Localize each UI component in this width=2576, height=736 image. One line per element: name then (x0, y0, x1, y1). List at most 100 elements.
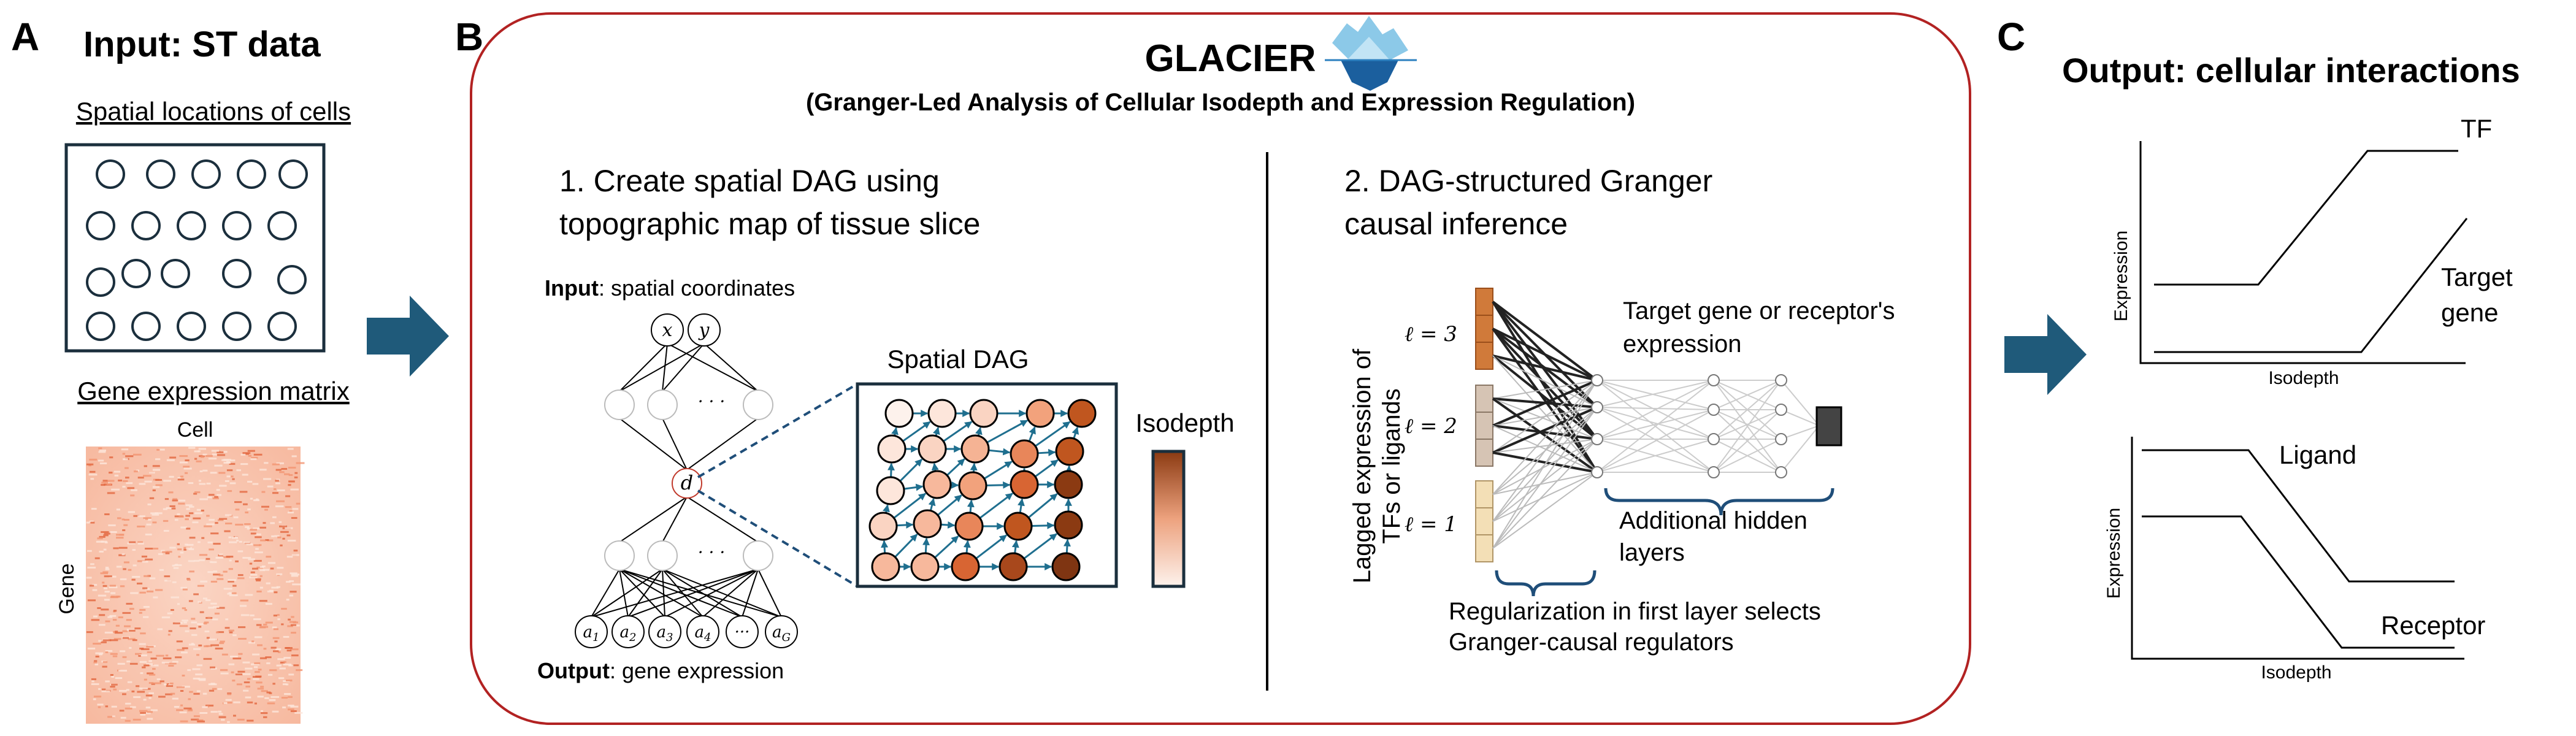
heatmap-cell (163, 480, 171, 482)
target-label-line1: Target gene or receptor's (1623, 297, 1895, 324)
heatmap-cell (225, 523, 232, 524)
heatmap-cell (131, 690, 135, 692)
heatmap-cell (206, 515, 210, 517)
heatmap-cell (255, 548, 259, 550)
heatmap-cell (88, 473, 98, 476)
heatmap-cell (251, 456, 258, 459)
heatmap-cell (285, 506, 292, 508)
lagged-input-cell (1475, 480, 1493, 508)
heatmap-cell (293, 621, 299, 624)
dag-edge (983, 461, 1013, 480)
cell-dot (191, 159, 221, 189)
heatmap-cell (101, 641, 107, 643)
heatmap-cell (152, 486, 160, 488)
heatmap-cell (288, 696, 293, 698)
first-layer-edge (1492, 406, 1598, 454)
heatmap-cell (250, 529, 258, 531)
heatmap-cell (239, 540, 242, 543)
heatmap-cell (112, 631, 116, 633)
heatmap-cell (255, 671, 260, 673)
heatmap-cell (113, 610, 117, 612)
heatmap-cell (116, 596, 121, 598)
output-gene-node (575, 615, 608, 648)
heatmap-cell (182, 588, 188, 591)
heatmap-cell (193, 648, 201, 650)
heatmap-cell (189, 505, 194, 508)
heatmap-cell (102, 688, 106, 691)
heatmap-cell (220, 640, 225, 643)
input-caption-bold: Input (545, 275, 599, 301)
heatmap-cell (283, 657, 291, 659)
heatmap-cell (229, 541, 237, 543)
heatmap-cell (132, 564, 137, 567)
heatmap-cell (242, 453, 249, 455)
hidden-edge (1713, 380, 1782, 440)
heatmap-cell (176, 640, 183, 643)
heatmap-cell (127, 681, 132, 683)
heatmap-cell (132, 549, 136, 551)
dag-node (1054, 510, 1083, 540)
heatmap-cell (259, 657, 267, 659)
heatmap-cell (277, 618, 280, 621)
heatmap-cell (252, 567, 258, 570)
heatmap-cell (88, 464, 91, 467)
heatmap-cell (286, 680, 293, 681)
heatmap-cell (274, 535, 280, 537)
dag-node (1003, 512, 1033, 541)
heatmap-cell (183, 548, 186, 551)
heatmap-cell (250, 571, 255, 573)
heatmap-cell (139, 591, 146, 594)
heatmap-cell (144, 465, 147, 467)
heatmap-cell (147, 518, 151, 521)
heatmap-cell (245, 512, 248, 513)
heatmap-cell (102, 581, 105, 584)
heatmap-cell (97, 607, 101, 609)
heatmap-cell (179, 461, 188, 464)
heatmap-cell (86, 577, 92, 579)
heatmap-cell (87, 566, 96, 569)
heatmap-cell (156, 654, 164, 657)
heatmap-cell (168, 665, 174, 667)
heatmap-cell (257, 644, 263, 646)
dag-edge (931, 462, 939, 472)
isodepth-legend-label: Isodepth (1135, 408, 1234, 437)
heatmap-cell (107, 616, 113, 618)
heatmap-cell (166, 507, 173, 509)
ligand-receptor-plot: Expression Isodepth Ligand Receptor (2104, 437, 2485, 683)
heatmap-cell (259, 526, 266, 529)
heatmap-cell (236, 539, 239, 542)
cell-dot (222, 312, 251, 341)
heatmap-cell (193, 493, 197, 495)
heatmap-cell (128, 569, 132, 571)
heatmap-cell (210, 666, 215, 669)
heatmap-cell (282, 706, 286, 708)
heatmap-cell (238, 653, 243, 655)
hidden-node (743, 540, 773, 571)
heatmap-cell (248, 642, 255, 644)
heatmap-cell (126, 619, 132, 621)
heatmap-cell (169, 475, 174, 478)
heatmap-cell (114, 474, 119, 477)
heatmap-cell (245, 696, 251, 699)
heatmap-cell (163, 530, 169, 532)
heatmap-cell (141, 555, 147, 558)
dag-node (913, 509, 942, 539)
heatmap-cell (177, 603, 180, 605)
dag-edge (943, 421, 973, 442)
heatmap-cell (217, 688, 223, 690)
heatmap-cell (177, 499, 186, 502)
heatmap-cell (257, 688, 264, 690)
heatmap-cell (156, 448, 160, 451)
heatmap-cell (186, 508, 190, 510)
dag-node (1051, 552, 1081, 581)
heatmap-cell (130, 494, 135, 497)
dag-edge (903, 483, 924, 491)
heatmap-cell (255, 498, 259, 500)
dag-node (868, 512, 898, 541)
heatmap-cell (109, 456, 113, 459)
heatmap-cell (112, 715, 115, 718)
first-layer-edge (1492, 380, 1598, 495)
heatmap-cell (197, 600, 202, 603)
heatmap-cell (277, 489, 285, 491)
heatmap-cell (132, 576, 140, 578)
